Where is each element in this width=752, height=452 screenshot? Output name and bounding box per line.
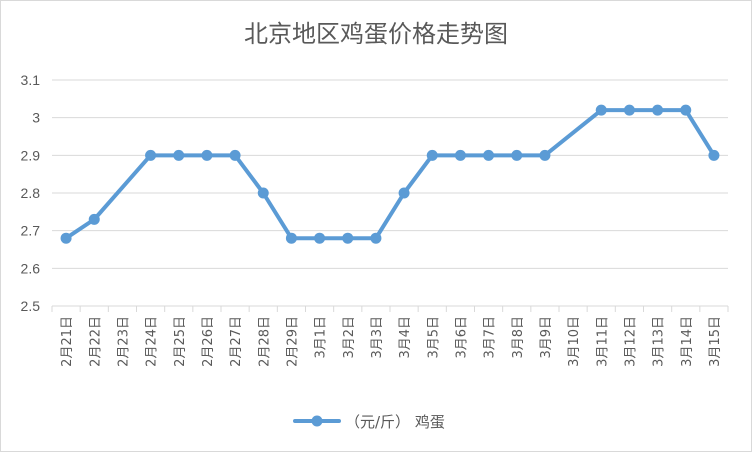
y-tick-label: 2.6 [21,260,41,276]
data-point [398,187,410,199]
data-point [285,232,297,244]
data-point [680,104,692,116]
x-tick-label: 3月2日 [342,316,357,359]
data-point [708,149,720,161]
legend-label: （元/斤） 鸡蛋 [345,413,445,431]
data-point [623,104,635,116]
x-tick-label: 3月10日 [567,316,582,367]
x-tick-label: 3月15日 [708,316,723,367]
data-point [511,149,523,161]
x-tick-label: 2月23日 [116,316,131,367]
x-tick-label: 3月9日 [539,316,554,359]
data-point [595,104,607,116]
x-tick-label: 2月21日 [60,316,75,367]
y-tick-label: 2.8 [21,185,41,201]
data-point [229,149,241,161]
data-point [454,149,466,161]
x-tick-label: 3月14日 [680,316,695,367]
data-point [426,149,438,161]
y-tick-label: 3 [32,110,40,126]
chart-title: 北京地区鸡蛋价格走势图 [244,20,508,48]
data-point [314,232,326,244]
y-tick-label: 3.1 [21,72,41,88]
x-tick-label: 3月13日 [652,316,667,367]
x-tick-label: 3月11日 [595,316,610,367]
x-tick-label: 2月26日 [201,316,216,367]
x-tick-label: 3月8日 [511,316,526,359]
x-tick-label: 3月4日 [398,316,413,359]
x-tick-label: 2月29日 [285,316,300,367]
x-tick-label: 3月5日 [426,316,441,359]
x-tick-label: 3月6日 [454,316,469,359]
x-tick-label: 2月22日 [88,316,103,367]
series-line [64,108,716,241]
data-point [652,104,664,116]
x-tick-label: 3月1日 [314,316,329,359]
x-tick-label: 2月25日 [173,316,188,367]
data-point [342,232,354,244]
legend-marker [311,415,323,427]
y-tick-label: 2.7 [21,223,41,239]
data-point [60,232,72,244]
data-point [173,149,185,161]
data-point [539,149,551,161]
y-tick-label: 2.9 [21,147,41,163]
data-point [201,149,213,161]
data-point [257,187,269,199]
data-point [145,149,157,161]
data-point [370,232,382,244]
x-tick-label: 2月28日 [257,316,272,367]
x-tick-label: 2月24日 [145,316,160,367]
x-tick-label: 3月12日 [623,316,638,367]
y-tick-label: 2.5 [21,298,41,314]
x-tick-label: 2月27日 [229,316,244,367]
data-point [88,213,100,225]
data-point [483,149,495,161]
x-tick-label: 3月3日 [370,316,385,359]
x-tick-label: 3月7日 [483,316,498,359]
